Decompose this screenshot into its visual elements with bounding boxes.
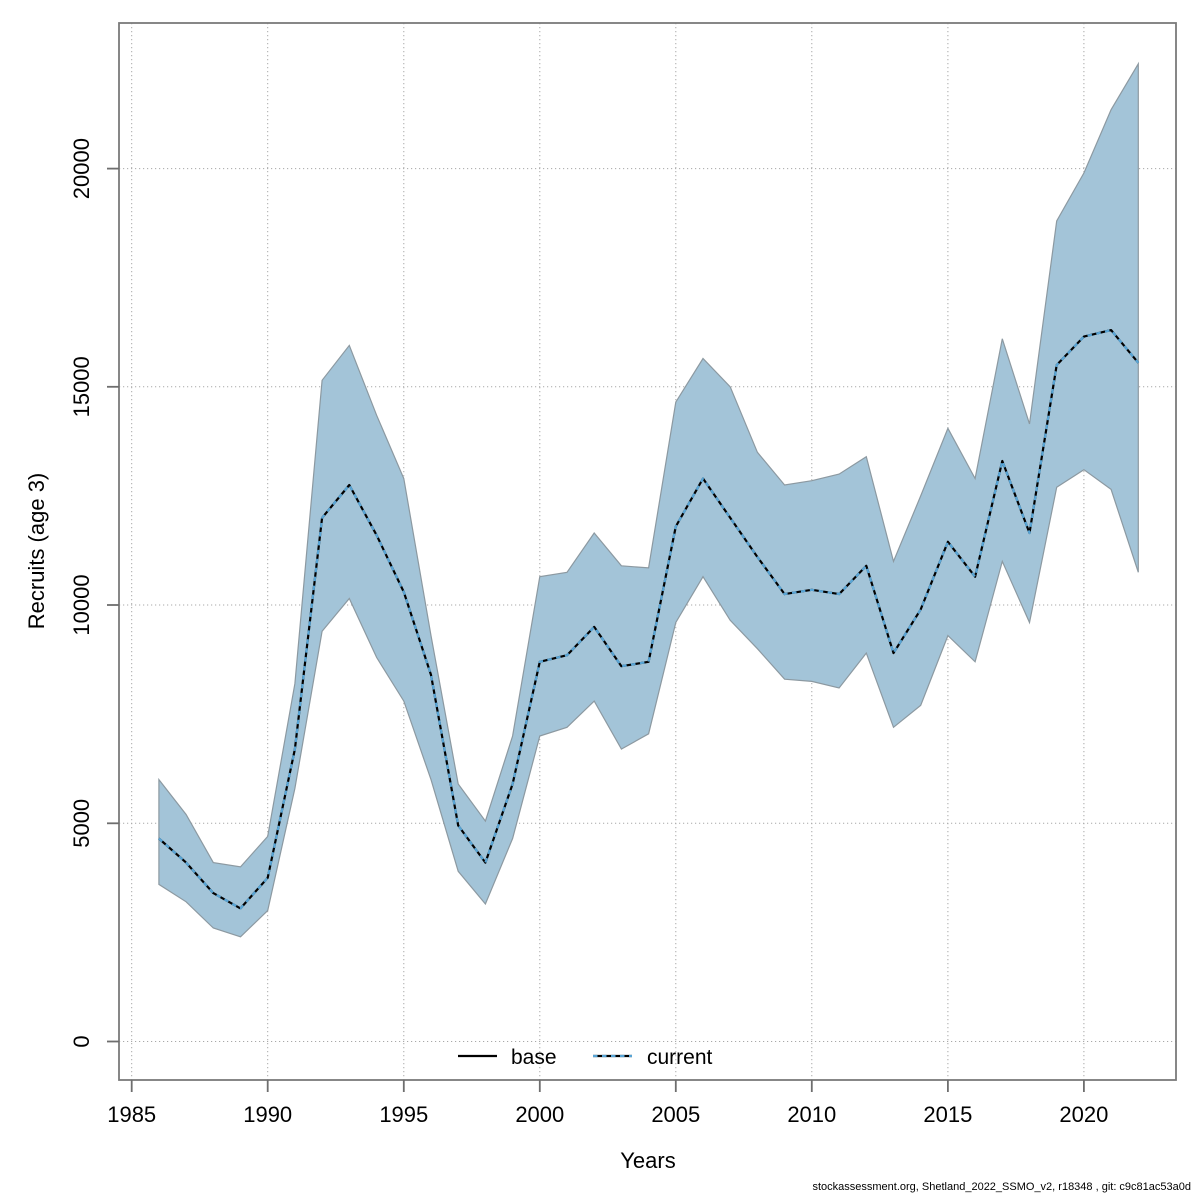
axis-tick-labels: 0 5000 10000 15000 20000 1985 1990 1995 2000 2005… [69,138,1108,1127]
x-tick-label: 1990 [243,1102,292,1127]
x-tick-label: 2010 [787,1102,836,1127]
y-tick-label: 5000 [69,799,94,848]
legend: base current [458,1046,713,1069]
confidence-band [158,61,1139,938]
x-tick-label: 2020 [1059,1102,1108,1127]
current-series-line [158,329,1140,910]
x-tick-label: 2005 [651,1102,700,1127]
y-tick-label: 15000 [69,356,94,417]
y-tick-label: 10000 [69,574,94,635]
y-tick-label: 20000 [69,138,94,199]
y-axis-title: Recruits (age 3) [24,473,49,630]
plot-frame [118,22,1177,1081]
footer-citation: stockassessment.org, Shetland_2022_SSMO_… [812,1181,1191,1193]
x-tick-label: 2015 [923,1102,972,1127]
x-tick-label: 2000 [515,1102,564,1127]
confidence-band-area [158,61,1139,938]
legend-base-label: base [511,1046,557,1069]
x-tick-label: 1995 [379,1102,428,1127]
series-lines [158,329,1140,910]
y-tick-label: 0 [69,1035,94,1047]
axis-ticks [107,167,1085,1092]
x-tick-label: 1985 [107,1102,156,1127]
x-axis-title: Years [620,1148,675,1173]
legend-current-label: current [647,1046,713,1069]
